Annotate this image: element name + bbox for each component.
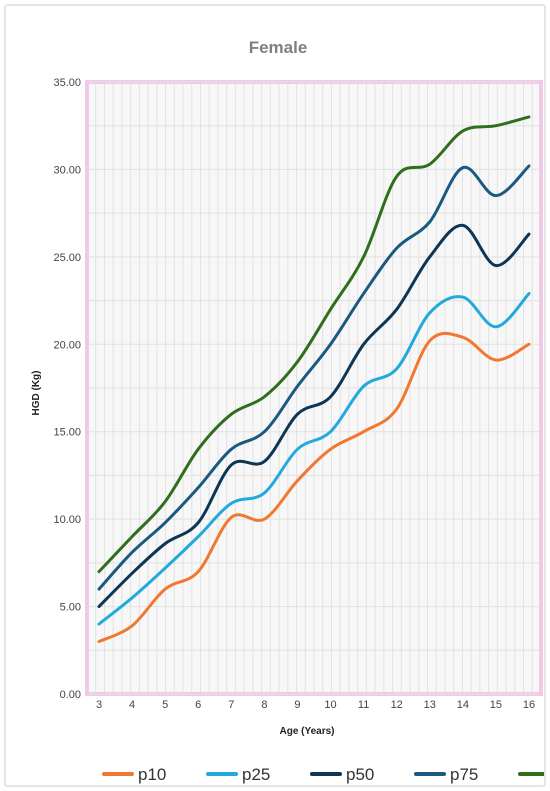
y-tick-label: 0.00 [60,689,81,701]
chart-frame: Female 0.00 5.00 10.00 15.00 20.00 25.00 30.00… [4,4,546,787]
x-tick-label: 8 [261,699,267,711]
y-tick-label: 15.00 [53,427,81,439]
x-tick-label: 6 [195,699,201,711]
legend-label-p10: p10 [138,765,166,784]
x-tick-label: 16 [523,699,535,711]
legend-label-p75: p75 [450,765,478,784]
x-tick-label: 12 [391,699,403,711]
x-tick-label: 5 [162,699,168,711]
legend: p10p25p50p75p90 [102,765,544,784]
series-line-p25 [97,292,531,626]
line-chart: Female 0.00 5.00 10.00 15.00 20.00 25.00 30.00… [31,38,544,784]
x-axis-title: Age (Years) [279,726,334,737]
x-tick-label: 11 [358,699,369,711]
x-tick-label: 7 [228,699,234,711]
series-line-p50 [97,223,531,609]
x-tick-label: 15 [490,699,502,711]
y-tick-label: 35.00 [53,77,81,89]
y-axis-title: HGD (Kg) [31,371,42,416]
y-tick-label: 5.00 [60,602,81,614]
y-tick-label: 10.00 [53,514,81,526]
x-tick-label: 9 [294,699,300,711]
series-line-p90 [97,115,531,574]
x-tick-label: 13 [424,699,436,711]
x-tick-label: 10 [324,699,336,711]
y-tick-label: 20.00 [53,339,81,351]
x-tick-label: 3 [96,699,102,711]
y-tick-label: 30.00 [53,164,81,176]
series-line-p75 [97,164,531,591]
x-tick-label: 14 [457,699,469,711]
chart-title: Female [249,38,308,57]
legend-label-p25: p25 [242,765,270,784]
series-line-p10 [97,331,531,644]
y-tick-label: 25.00 [53,252,81,264]
legend-label-p50: p50 [346,765,374,784]
x-tick-label: 4 [129,699,135,711]
